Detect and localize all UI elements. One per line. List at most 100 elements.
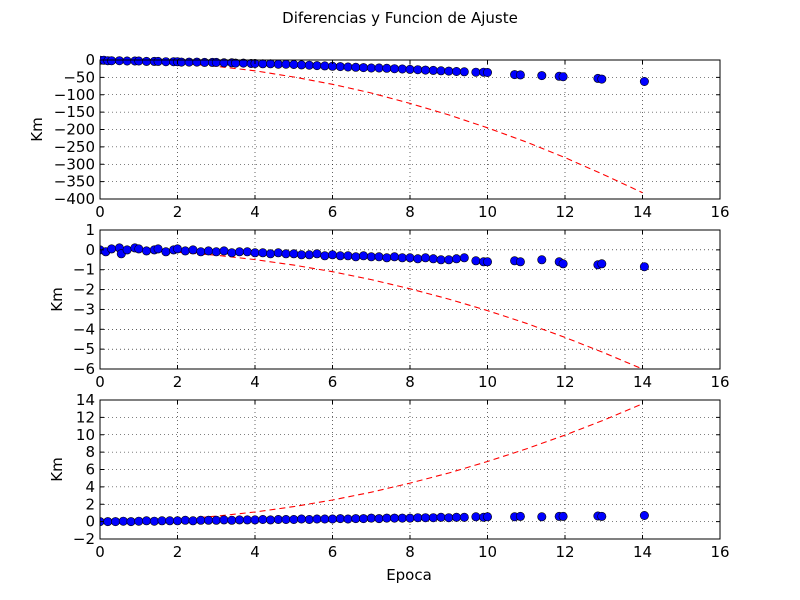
y-tick-label: −50 xyxy=(63,68,95,86)
x-tick-label: 10 xyxy=(478,543,497,561)
y-tick-label: 0 xyxy=(85,241,95,259)
data-point xyxy=(597,74,607,84)
figure-title: Diferencias y Funcion de Ajuste xyxy=(282,9,518,27)
data-point xyxy=(176,57,186,67)
data-point xyxy=(153,56,163,66)
data-point xyxy=(420,253,430,263)
data-point xyxy=(335,514,345,524)
data-point xyxy=(335,62,345,72)
x-tick-label: 16 xyxy=(710,373,729,391)
data-point xyxy=(405,513,415,523)
data-point xyxy=(142,516,152,526)
data-point xyxy=(227,515,237,525)
data-point xyxy=(273,248,283,258)
data-point xyxy=(157,516,167,526)
data-point xyxy=(382,513,392,523)
data-point xyxy=(304,250,314,260)
data-point xyxy=(558,72,568,82)
data-point xyxy=(196,515,206,525)
data-point xyxy=(219,246,229,256)
data-point xyxy=(289,249,299,259)
data-point xyxy=(107,56,117,66)
x-tick-label: 10 xyxy=(478,373,497,391)
y-tick-label: −2 xyxy=(73,530,95,548)
data-point xyxy=(405,253,415,263)
data-point xyxy=(482,512,492,522)
y-tick-label: −6 xyxy=(73,360,95,378)
data-point xyxy=(134,56,144,66)
data-point xyxy=(265,249,275,259)
data-point xyxy=(211,515,221,525)
y-tick-label: 10 xyxy=(76,426,95,444)
data-point xyxy=(235,515,245,525)
data-point xyxy=(180,246,190,256)
data-point xyxy=(444,255,454,265)
data-point xyxy=(374,252,384,262)
data-point xyxy=(250,248,260,258)
data-point xyxy=(142,56,152,66)
y-tick-label: −2 xyxy=(73,281,95,299)
data-point xyxy=(258,514,268,524)
data-point xyxy=(405,64,415,74)
y-tick-label: −300 xyxy=(54,155,95,173)
data-point xyxy=(413,65,423,75)
x-tick-label: 12 xyxy=(555,373,574,391)
data-point xyxy=(428,254,438,264)
subplots: 0 2 4 6 8 10 12 14 160−50−100−150−200−250−300−35… xyxy=(28,51,730,561)
y-tick-label: 2 xyxy=(85,495,95,513)
data-point xyxy=(451,67,461,77)
y-tick-label: −400 xyxy=(54,190,95,208)
data-point xyxy=(436,512,446,522)
data-point xyxy=(188,245,198,255)
data-point xyxy=(471,256,481,266)
y-tick-label: 0 xyxy=(85,513,95,531)
data-point xyxy=(134,516,144,526)
data-point xyxy=(114,56,124,66)
y-tick-label: 14 xyxy=(76,391,95,409)
data-point xyxy=(235,247,245,257)
data-point xyxy=(296,514,306,524)
data-point xyxy=(122,245,132,255)
data-point xyxy=(537,512,547,522)
data-point xyxy=(374,514,384,524)
y-axis-label: Km xyxy=(48,457,66,481)
y-tick-label: −150 xyxy=(54,103,95,121)
data-point xyxy=(389,513,399,523)
data-point xyxy=(200,57,210,67)
data-point xyxy=(289,59,299,69)
data-point xyxy=(289,514,299,524)
y-tick-label: −5 xyxy=(73,340,95,358)
data-point xyxy=(219,515,229,525)
x-tick-label: 12 xyxy=(555,203,574,221)
x-axis-label: Epoca xyxy=(386,566,432,584)
x-tick-label: 14 xyxy=(633,203,652,221)
data-point xyxy=(122,56,132,66)
y-tick-label: 8 xyxy=(85,443,95,461)
plot-area xyxy=(100,243,649,370)
data-point xyxy=(537,255,547,265)
data-point xyxy=(196,247,206,257)
data-point xyxy=(296,60,306,70)
x-tick-label: 14 xyxy=(633,373,652,391)
data-point xyxy=(459,253,469,263)
x-tick-label: 8 xyxy=(405,543,415,561)
x-tick-label: 0 xyxy=(95,543,105,561)
x-tick-label: 2 xyxy=(173,373,183,391)
data-point xyxy=(265,515,275,525)
data-point xyxy=(103,517,113,527)
data-point xyxy=(639,262,649,272)
data-point xyxy=(180,515,190,525)
data-point xyxy=(161,247,171,257)
plot-area xyxy=(100,55,649,194)
plot-area xyxy=(100,403,649,527)
data-point xyxy=(482,257,492,267)
data-point xyxy=(444,66,454,76)
x-tick-label: 6 xyxy=(328,203,338,221)
y-tick-label: −1 xyxy=(73,261,95,279)
data-point xyxy=(482,68,492,78)
x-tick-label: 0 xyxy=(95,373,105,391)
data-point xyxy=(126,517,136,527)
data-point xyxy=(227,248,237,258)
data-point xyxy=(320,514,330,524)
